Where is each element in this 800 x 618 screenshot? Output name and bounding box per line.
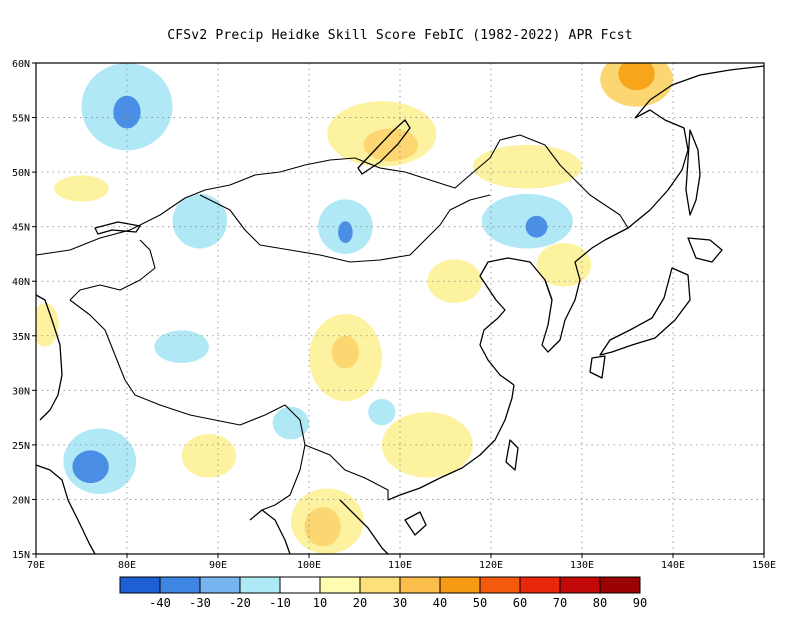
skill-region-lake-baikal-core — [363, 128, 419, 162]
coastline-south-china — [387, 384, 515, 501]
border-inner-asia — [36, 134, 629, 256]
axis-ticks: 70E 80E 90E 100E 110E 120E 130E 140E 150E 15N 20N 2… — [12, 59, 776, 571]
skill-region-tibet-negative — [154, 330, 209, 364]
colorbar-swatch — [119, 576, 161, 594]
skill-region-amur-positive — [472, 144, 582, 189]
colorbar-swatch — [279, 576, 321, 594]
coastline-bay-bengal — [36, 464, 96, 554]
skill-region-far-east-core — [618, 63, 655, 91]
colorbar-swatch — [479, 576, 521, 594]
plot-title: CFSv2 Precip Heidke Skill Score FebIC (1… — [167, 28, 633, 43]
lon-tick-label: 100E — [297, 560, 321, 571]
colorbar-label: 10 — [313, 596, 327, 610]
colorbar-swatch — [319, 576, 361, 594]
coastline-taiwan — [505, 439, 519, 471]
lake-baikal-outline — [357, 119, 411, 175]
lon-tick-label: 120E — [479, 560, 503, 571]
colorbar-swatch — [359, 576, 401, 594]
coastline-east-china — [479, 257, 553, 386]
skill-region-kazakh-positive — [54, 175, 109, 202]
coastline-korea — [541, 239, 606, 353]
colorbar-label: 20 — [353, 596, 367, 610]
lat-tick-label: 50N — [12, 168, 30, 179]
colorbar-label: 80 — [593, 596, 607, 610]
lat-tick-label: 25N — [12, 441, 30, 452]
colorbar-swatch — [519, 576, 561, 594]
colorbar-label: 40 — [433, 596, 447, 610]
colorbar-swatch — [159, 576, 201, 594]
skill-region-central-china-core — [331, 335, 360, 369]
colorbar-swatch — [599, 576, 641, 594]
lon-tick-label: 70E — [27, 560, 45, 571]
coastline-hokkaido — [687, 237, 723, 263]
skill-region-north-india-core — [72, 450, 109, 484]
skill-region-west-siberia-core — [113, 95, 141, 129]
lon-tick-label: 80E — [118, 560, 136, 571]
coastline-okhotsk — [634, 65, 764, 119]
coastline-honshu — [599, 267, 691, 356]
lat-tick-label: 40N — [12, 277, 30, 288]
colorbar-label: 70 — [553, 596, 567, 610]
border-central-asia — [69, 239, 156, 301]
coastline-india-west — [36, 294, 63, 421]
colorbar-swatch — [559, 576, 601, 594]
lon-tick-label: 130E — [570, 560, 594, 571]
colorbar-swatch — [399, 576, 441, 594]
colorbar-swatch — [239, 576, 281, 594]
coastline-kyushu — [589, 355, 606, 379]
lat-tick-label: 15N — [12, 550, 30, 561]
skill-shading-layer — [36, 63, 673, 554]
lon-tick-label: 90E — [209, 560, 227, 571]
lat-tick-label: 60N — [12, 59, 30, 70]
coastline-indochina — [249, 499, 389, 554]
colorbar-label: 60 — [513, 596, 527, 610]
lat-tick-label: 30N — [12, 386, 30, 397]
skill-region-mongolia-core — [338, 221, 353, 244]
border-southeast — [304, 444, 389, 500]
border-china-mongolia — [199, 194, 491, 263]
colorbar-label: 30 — [393, 596, 407, 610]
skill-region-korea-positive — [536, 243, 592, 287]
skill-region-bay-bengal-positive — [181, 433, 237, 478]
colorbar: -40 -30 -20 -10 10 20 30 40 50 60 70 80 90 — [119, 576, 647, 610]
colorbar-label: -30 — [189, 596, 211, 610]
skill-region-sichuan-negative — [272, 406, 309, 440]
border-himalaya — [69, 299, 306, 511]
coastline-sakhalin — [685, 129, 701, 216]
lat-tick-label: 55N — [12, 114, 30, 125]
skill-region-indochina-core — [304, 507, 341, 547]
coastline-hainan — [404, 511, 427, 536]
lon-tick-label: 150E — [752, 560, 776, 571]
lat-tick-label: 45N — [12, 223, 30, 234]
lat-tick-label: 20N — [12, 495, 30, 506]
lat-tick-label: 35N — [12, 332, 30, 343]
colorbar-label: 90 — [633, 596, 647, 610]
colorbar-label: -20 — [229, 596, 251, 610]
colorbar-swatch — [439, 576, 481, 594]
lon-tick-label: 140E — [661, 560, 685, 571]
colorbar-label: -40 — [149, 596, 171, 610]
lake-balkhash-outline — [94, 221, 141, 235]
coastline-russia-east — [604, 109, 689, 241]
colorbar-swatch — [199, 576, 241, 594]
lon-tick-label: 110E — [388, 560, 412, 571]
skill-region-yunnan-negative — [368, 399, 396, 426]
colorbar-label: 50 — [473, 596, 487, 610]
coastlines — [36, 65, 764, 554]
skill-region-altai-negative — [172, 193, 228, 249]
colorbar-label: -10 — [269, 596, 291, 610]
gridlines — [36, 63, 764, 554]
